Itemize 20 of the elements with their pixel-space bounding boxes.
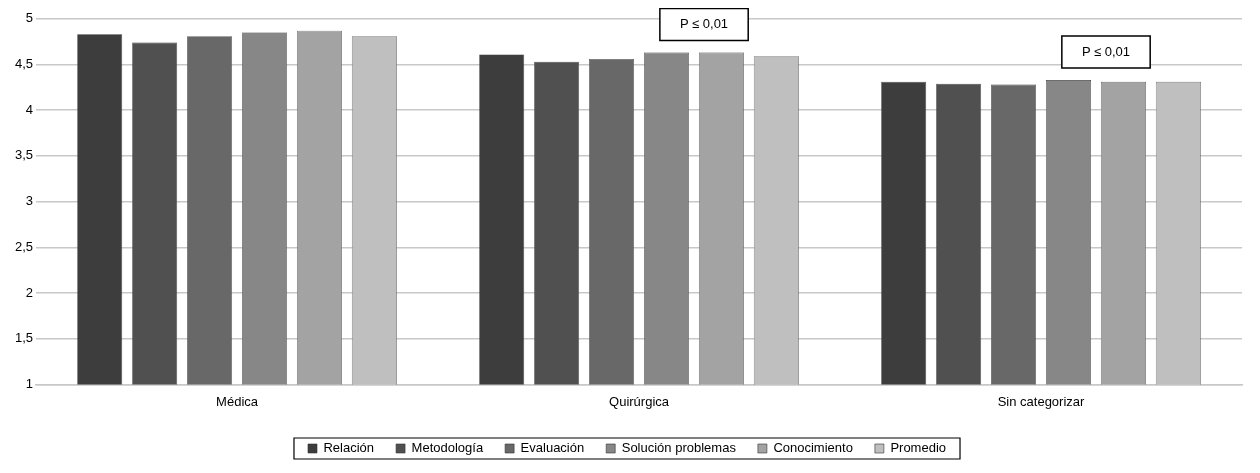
annotation: P ≤ 0,01 bbox=[679, 16, 729, 32]
legend-label: Metodología bbox=[411, 440, 484, 456]
y-tick-label: 5 bbox=[25, 10, 34, 26]
y-tick-label: 1 bbox=[25, 375, 34, 391]
x-tick-label: Sin categorizar bbox=[997, 393, 1086, 409]
legend-label: Relación bbox=[323, 440, 375, 456]
y-tick-label: 3 bbox=[25, 193, 34, 209]
y-tick-label: 4 bbox=[25, 101, 34, 117]
x-tick-label: Médica bbox=[216, 393, 259, 409]
y-tick-label: 4,5 bbox=[14, 56, 34, 72]
legend-label: Solución problemas bbox=[621, 440, 737, 456]
x-tick-label: Quirúrgica bbox=[609, 393, 670, 409]
legend-label: Promedio bbox=[890, 440, 947, 456]
y-tick-label: 3,5 bbox=[14, 147, 34, 163]
legend-label: Conocimiento bbox=[773, 440, 853, 456]
y-tick-label: 2,5 bbox=[14, 238, 34, 254]
legend-label: Evaluación bbox=[520, 440, 585, 456]
annotation: P ≤ 0,01 bbox=[1081, 43, 1131, 59]
y-tick-label: 1,5 bbox=[14, 330, 34, 346]
y-tick-label: 2 bbox=[25, 284, 34, 300]
